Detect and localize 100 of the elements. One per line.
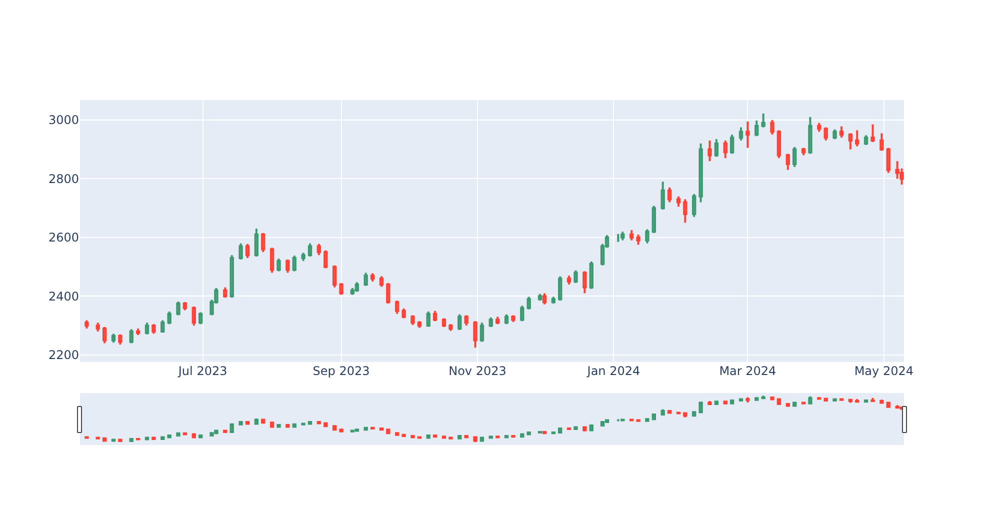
candlestick — [620, 230, 625, 242]
candlestick — [683, 198, 688, 224]
candlestick — [458, 313, 462, 331]
candlestick — [386, 282, 390, 305]
x-tick-label: Sep 2023 — [312, 364, 370, 378]
candlestick — [761, 112, 766, 128]
candlestick — [270, 246, 274, 274]
candlestick — [118, 333, 122, 346]
candlestick — [900, 167, 904, 186]
candlestick — [160, 319, 165, 334]
y-tick-label: 2600 — [48, 230, 79, 245]
candlestick — [645, 228, 650, 244]
candlestick — [410, 314, 415, 326]
candlestick — [426, 310, 430, 328]
candlestick — [667, 186, 672, 204]
candlestick — [511, 314, 516, 324]
candlestick — [442, 317, 446, 328]
y-tick-label: 2400 — [48, 289, 79, 304]
candlestick — [776, 129, 782, 160]
candlestick — [488, 316, 493, 328]
candlestick — [495, 316, 500, 326]
candlestick — [542, 292, 547, 306]
candlestick — [254, 228, 259, 258]
candlestick — [480, 322, 484, 343]
candlestick — [129, 328, 134, 344]
candlestick — [136, 328, 140, 336]
candlestick — [824, 126, 828, 142]
candlestick — [864, 134, 868, 146]
candlestick — [566, 274, 572, 286]
candlestick — [629, 229, 634, 242]
x-tick-label: Jul 2023 — [177, 364, 228, 378]
candlestick — [395, 300, 400, 315]
candlestick — [604, 234, 610, 249]
candlestick — [817, 122, 822, 133]
candlestick — [652, 204, 656, 234]
candlestick — [261, 232, 266, 254]
candlestick — [432, 310, 438, 322]
candlestick — [238, 242, 243, 260]
x-tick-label: May 2024 — [854, 364, 914, 378]
candlestick — [880, 132, 884, 152]
candlestick — [723, 140, 728, 160]
candlestick — [230, 254, 234, 299]
candlestick — [616, 232, 620, 243]
candlestick — [364, 272, 368, 287]
candlestick — [526, 296, 531, 310]
candlestick — [286, 258, 290, 274]
candlestick — [660, 180, 665, 211]
candlestick — [402, 308, 406, 320]
candlestick — [214, 286, 218, 305]
candlestick — [417, 320, 422, 329]
y-tick-label: 2200 — [48, 348, 79, 362]
candlestick — [746, 120, 750, 149]
x-tick-label: Mar 2024 — [719, 364, 776, 378]
candlestick — [538, 292, 542, 302]
candlestick — [832, 128, 837, 140]
candlestick — [192, 305, 196, 327]
candlestick — [84, 319, 89, 330]
candlestick — [848, 132, 852, 150]
candlestick — [276, 258, 281, 272]
candlestick — [102, 326, 107, 344]
candlestick — [698, 142, 703, 204]
candlestick — [855, 129, 860, 148]
candlestick — [708, 140, 712, 162]
candlestick — [870, 123, 875, 143]
candlestick — [520, 304, 524, 322]
candlestick — [350, 286, 355, 296]
candlestick — [574, 269, 578, 284]
candlestick — [167, 310, 172, 326]
candlestick — [111, 332, 116, 344]
candlestick — [316, 242, 322, 256]
candlestick — [801, 146, 806, 156]
candlestick — [223, 286, 228, 299]
candlestick — [600, 242, 605, 266]
candlestick — [551, 296, 556, 305]
candlestick — [754, 120, 759, 138]
candlestick — [370, 272, 375, 283]
candlestick — [473, 320, 478, 349]
y-tick-label: 3000 — [48, 113, 79, 128]
candlestick — [354, 281, 359, 293]
x-tick-label: Nov 2023 — [448, 364, 506, 378]
y-tick-label: 2800 — [48, 172, 79, 186]
candlestick — [792, 146, 797, 168]
candlestick — [770, 118, 774, 136]
candlestick — [636, 234, 640, 246]
candlestick — [292, 254, 296, 272]
candlestick — [182, 301, 188, 312]
candlestick — [245, 242, 250, 260]
candlestick — [886, 146, 890, 174]
candlestick — [339, 282, 344, 296]
candlestick — [676, 195, 681, 208]
candlestick — [738, 126, 744, 142]
candlestick — [558, 275, 562, 302]
candlestick — [324, 249, 328, 270]
candlestick — [714, 138, 719, 158]
candlestick — [301, 252, 306, 262]
candlestick — [448, 323, 453, 332]
candlestick — [464, 314, 468, 327]
candlestick — [198, 311, 203, 326]
candlestick — [210, 298, 214, 316]
candlestick — [176, 300, 180, 316]
